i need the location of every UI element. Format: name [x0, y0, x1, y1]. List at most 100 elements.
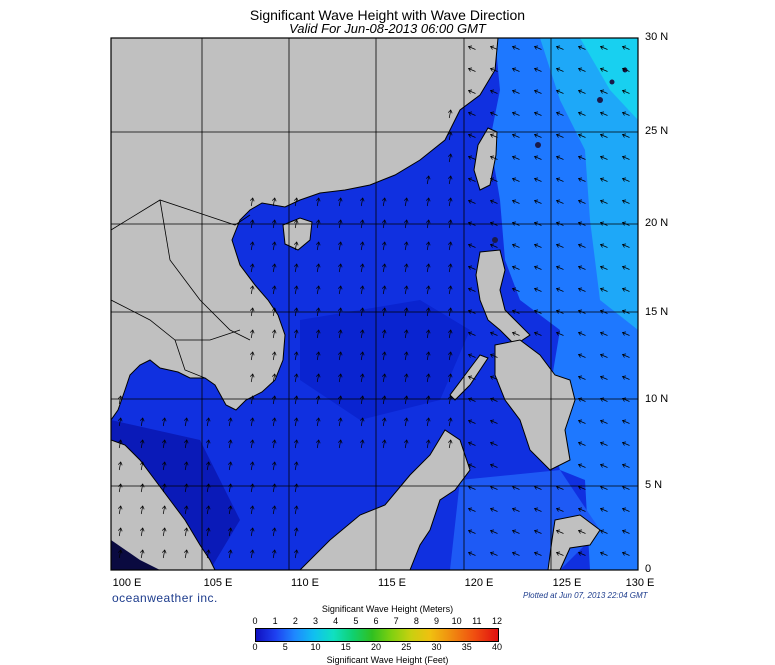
direction-arrow-head	[577, 111, 583, 116]
direction-arrow-head	[467, 419, 473, 424]
direction-arrow-head	[293, 527, 299, 532]
direction-arrow	[534, 112, 542, 116]
direction-arrow	[622, 420, 630, 424]
direction-arrow	[426, 285, 430, 295]
direction-arrow-head	[621, 441, 627, 446]
direction-arrow	[448, 131, 452, 141]
direction-arrow-head	[315, 329, 321, 334]
direction-arrow	[534, 90, 542, 94]
direction-arrow	[556, 68, 564, 72]
direction-arrow	[272, 461, 276, 471]
direction-arrow	[272, 395, 276, 405]
direction-arrow-head	[489, 375, 495, 380]
direction-arrow-head	[467, 265, 473, 270]
direction-arrow-head	[381, 439, 387, 444]
direction-arrow-head	[183, 483, 189, 488]
direction-arrow-head	[621, 177, 627, 182]
direction-arrow	[228, 527, 232, 537]
direction-arrow	[512, 486, 520, 490]
direction-arrow	[600, 244, 608, 248]
direction-arrow-head	[205, 527, 211, 532]
feet-tick: 15	[340, 642, 351, 652]
direction-arrow	[184, 483, 188, 493]
direction-arrow-head	[381, 307, 387, 312]
direction-arrow	[404, 439, 408, 449]
direction-arrow	[578, 354, 586, 358]
direction-arrow-head	[403, 439, 409, 444]
direction-arrow-head	[577, 177, 583, 182]
direction-arrow-head	[555, 89, 561, 94]
direction-arrow	[512, 288, 520, 292]
direction-arrow-head	[403, 285, 409, 290]
direction-arrow-head	[599, 529, 605, 534]
direction-arrow-head	[425, 285, 431, 290]
direction-arrow-head	[621, 199, 627, 204]
direction-arrow	[294, 417, 298, 427]
direction-arrow	[490, 222, 498, 226]
direction-arrow	[534, 134, 542, 138]
hainan-island	[282, 217, 313, 251]
direction-arrow-head	[315, 219, 321, 224]
wave-direction-arrows	[117, 45, 630, 559]
direction-arrow	[556, 178, 564, 182]
direction-arrow	[448, 329, 452, 339]
direction-arrow-head	[621, 89, 627, 94]
direction-arrow	[184, 461, 188, 471]
direction-arrow	[490, 156, 498, 160]
direction-arrow-head	[577, 287, 583, 292]
lon-label: 120 E	[464, 577, 494, 589]
direction-arrow	[294, 483, 298, 493]
direction-arrow-head	[467, 89, 473, 94]
direction-arrow-head	[467, 441, 473, 446]
direction-arrow	[512, 134, 520, 138]
direction-arrow-head	[621, 507, 627, 512]
direction-arrow	[490, 68, 498, 72]
direction-arrow-head	[467, 111, 473, 116]
direction-arrow-head	[599, 111, 605, 116]
direction-arrow	[600, 420, 608, 424]
direction-arrow-head	[577, 551, 583, 556]
direction-arrow-head	[447, 175, 453, 180]
direction-arrow	[600, 442, 608, 446]
direction-arrow	[578, 442, 586, 446]
direction-arrow-head	[467, 463, 473, 468]
direction-arrow	[404, 417, 408, 427]
direction-arrow-head	[249, 263, 255, 268]
direction-arrow-head	[293, 373, 299, 378]
direction-arrow-head	[533, 287, 539, 292]
country-border	[159, 199, 251, 341]
direction-arrow-head	[403, 263, 409, 268]
direction-arrow-head	[183, 549, 189, 554]
direction-arrow	[448, 285, 452, 295]
direction-arrow	[206, 461, 210, 471]
direction-arrow	[622, 134, 630, 138]
direction-arrow	[600, 464, 608, 468]
direction-arrow	[338, 351, 342, 361]
direction-arrow	[600, 134, 608, 138]
pacific-high-zone	[540, 38, 638, 330]
direction-arrow-head	[555, 331, 561, 336]
direction-arrow-head	[621, 133, 627, 138]
direction-arrow-head	[447, 351, 453, 356]
direction-arrow	[184, 505, 188, 515]
direction-arrow-head	[511, 221, 517, 226]
direction-arrow-head	[425, 417, 431, 422]
direction-arrow-head	[511, 243, 517, 248]
direction-arrow-head	[599, 485, 605, 490]
direction-arrow	[118, 395, 122, 405]
direction-arrow-head	[621, 287, 627, 292]
direction-arrow	[578, 508, 586, 512]
direction-arrow-head	[467, 507, 473, 512]
direction-arrow	[622, 486, 630, 490]
direction-arrow-head	[467, 331, 473, 336]
direction-arrow	[578, 420, 586, 424]
direction-arrow-head	[577, 265, 583, 270]
direction-arrow	[534, 508, 542, 512]
direction-arrow-head	[467, 177, 473, 182]
direction-arrow-head	[533, 243, 539, 248]
direction-arrow-head	[271, 285, 277, 290]
direction-arrow-head	[381, 395, 387, 400]
direction-arrow-head	[271, 307, 277, 312]
direction-arrow-head	[337, 373, 343, 378]
direction-arrow	[382, 263, 386, 273]
